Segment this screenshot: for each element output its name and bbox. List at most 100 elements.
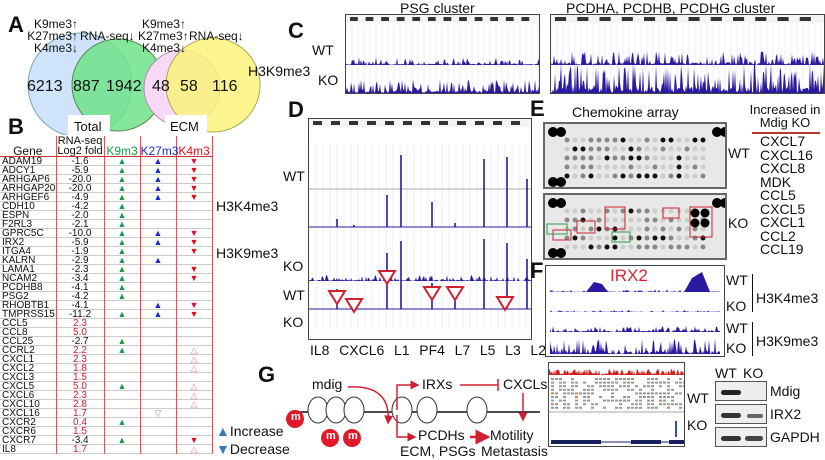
array-spot bbox=[596, 217, 602, 223]
array-spot bbox=[612, 208, 618, 214]
mark-down-icon: ▼ bbox=[176, 310, 213, 319]
read bbox=[591, 392, 594, 395]
table-row: CXCR7 -3.4 ▲ ▼ bbox=[0, 436, 213, 445]
array-spot bbox=[652, 208, 658, 214]
label-wt: WT bbox=[283, 168, 305, 184]
array-spot bbox=[604, 137, 610, 143]
reference-spot bbox=[720, 198, 725, 208]
array-spot bbox=[572, 217, 578, 223]
array-spot bbox=[660, 244, 666, 250]
read bbox=[595, 381, 598, 384]
table-row: CCRL2 2.2 ▲ △ bbox=[0, 346, 213, 355]
gene-name: NCAM2 bbox=[0, 274, 57, 283]
decrease-triangle-icon bbox=[327, 290, 347, 306]
label-h3k4me3: H3K4me3 bbox=[216, 198, 279, 214]
read bbox=[615, 406, 618, 409]
mark-open-up-icon: △ bbox=[176, 346, 213, 355]
mark-up-icon: ▲ bbox=[140, 184, 177, 193]
read bbox=[603, 385, 606, 388]
legend-decrease: ▼Decrease bbox=[216, 441, 290, 457]
array-spot bbox=[596, 146, 602, 152]
array-spot bbox=[700, 164, 706, 170]
ideogram-band bbox=[490, 17, 499, 21]
ideogram-band bbox=[777, 17, 789, 21]
read bbox=[575, 381, 578, 384]
mark-open-up-icon: △ bbox=[176, 400, 213, 409]
table-row: NCAM2 -3.4 ▲ ▼ bbox=[0, 274, 213, 283]
table-row: ADAM19 -1.6 ▲ ▲ ▼ bbox=[0, 156, 213, 166]
ideogram-band bbox=[443, 17, 452, 21]
array-spot bbox=[644, 137, 650, 143]
read bbox=[575, 406, 578, 409]
log2-fold: 2.3 bbox=[56, 391, 105, 400]
criterion: K27me3↑ bbox=[138, 29, 189, 43]
read bbox=[635, 403, 638, 406]
blot-row-label: GAPDH bbox=[770, 429, 820, 445]
gene-name: CXCL2 bbox=[0, 364, 57, 373]
gene-label: PF4 bbox=[419, 342, 445, 358]
exon bbox=[551, 440, 601, 444]
chemokine-array-wt bbox=[543, 122, 727, 189]
read bbox=[611, 385, 614, 388]
ideogram-band bbox=[427, 17, 436, 21]
array-spot bbox=[652, 244, 658, 250]
array-spot bbox=[620, 173, 626, 179]
array-spot bbox=[572, 164, 578, 170]
log2-fold: -4.2 bbox=[56, 292, 105, 301]
read bbox=[551, 378, 554, 380]
mark-up-icon: ▲ bbox=[140, 166, 177, 175]
gene-name: CCL8 bbox=[0, 328, 57, 337]
label-ko: KO bbox=[318, 72, 339, 88]
read bbox=[659, 396, 662, 398]
mark-up-icon: ▲ bbox=[104, 265, 141, 274]
mark-up-icon: ▲ bbox=[140, 256, 177, 265]
ideogram-band bbox=[381, 17, 389, 21]
read bbox=[627, 385, 630, 388]
mark-up-icon: ▲ bbox=[104, 220, 141, 229]
read bbox=[667, 381, 670, 384]
gene-name: CXCL5 bbox=[0, 382, 57, 391]
gene-name: ARHGAP20 bbox=[0, 184, 57, 193]
gene-name: TMPRSS15 bbox=[0, 310, 57, 319]
log2-fold: 5.0 bbox=[56, 328, 105, 337]
mark-down-icon: ▼ bbox=[176, 301, 213, 310]
array-spot bbox=[692, 146, 698, 152]
array-spot bbox=[636, 155, 642, 161]
read bbox=[559, 399, 562, 402]
read bbox=[595, 378, 598, 380]
mark-open-up-icon: △ bbox=[176, 364, 213, 373]
read bbox=[555, 392, 558, 395]
read bbox=[663, 392, 666, 395]
array-spot bbox=[700, 208, 710, 218]
log2-fold: -4.1 bbox=[56, 283, 105, 292]
array-spot bbox=[596, 173, 602, 179]
read bbox=[587, 399, 590, 402]
array-spot bbox=[604, 217, 610, 223]
table-row: CXCL1 2.3 △ bbox=[0, 355, 213, 364]
gene-name: ADCY1 bbox=[0, 166, 57, 175]
read bbox=[551, 406, 554, 409]
read bbox=[599, 378, 602, 380]
label-motility: Motility bbox=[490, 427, 534, 443]
array-spot bbox=[668, 208, 674, 214]
mark-empty bbox=[104, 427, 141, 436]
nucleosome-icon bbox=[307, 396, 488, 424]
read bbox=[619, 385, 622, 388]
array-spot bbox=[564, 235, 570, 241]
read bbox=[551, 396, 554, 398]
read bbox=[651, 392, 654, 395]
read bbox=[667, 388, 670, 391]
array-spot bbox=[676, 137, 682, 143]
chemokine-item: CXCL1 bbox=[760, 214, 806, 230]
venn-criteria-total: K9me3↑ K27me3↑ K4me3↓ bbox=[24, 18, 78, 54]
mark-empty bbox=[176, 292, 213, 301]
array-spot bbox=[572, 146, 578, 152]
read bbox=[631, 403, 634, 406]
gene-labels: IL8 CXCL6 L1 PF4 L7 L5 L3 L2 bbox=[310, 342, 546, 358]
read bbox=[639, 396, 642, 398]
read bbox=[667, 378, 670, 380]
table-row: CCL25 -2.7 ▲ bbox=[0, 337, 213, 346]
blot-label-ko: KO bbox=[743, 365, 764, 381]
array-spot bbox=[644, 146, 650, 152]
log2-fold: 1.7 bbox=[56, 409, 105, 418]
